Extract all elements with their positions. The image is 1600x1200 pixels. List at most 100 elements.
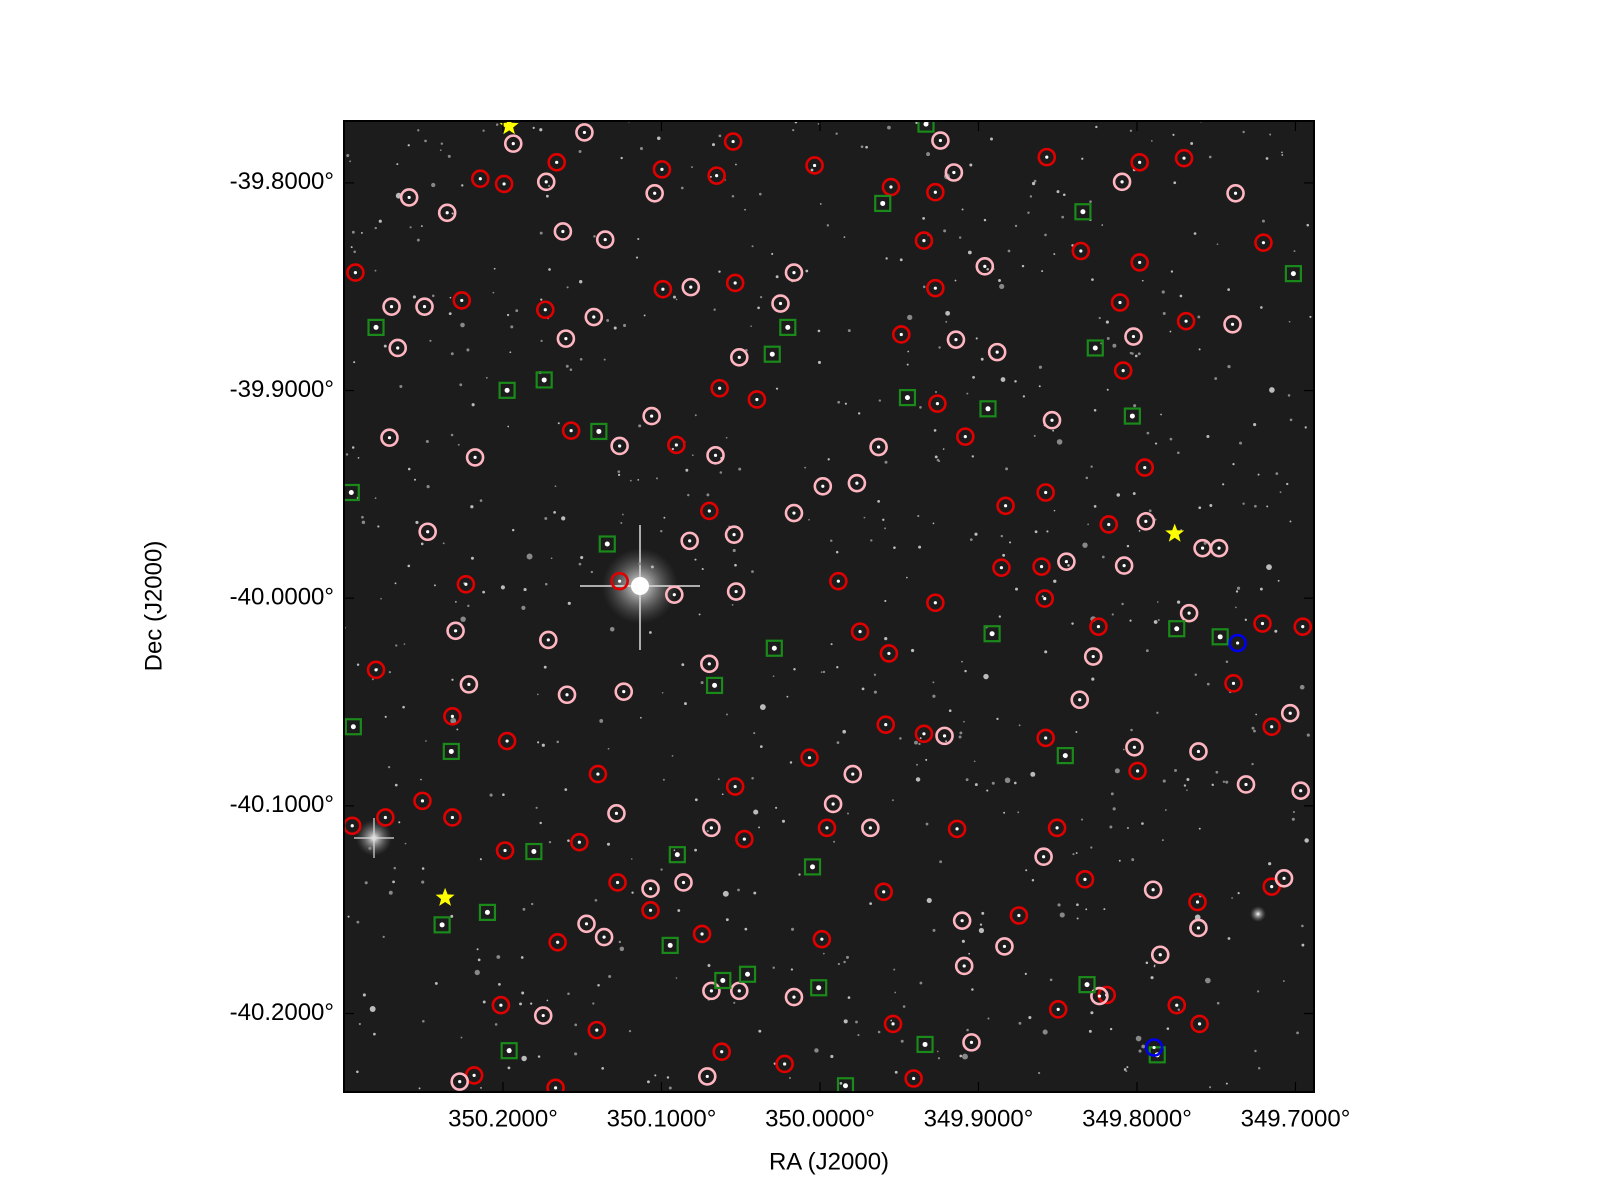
source-dot bbox=[1236, 641, 1240, 645]
field-star bbox=[917, 514, 920, 518]
field-star bbox=[1053, 579, 1057, 583]
source-dot bbox=[732, 533, 736, 537]
field-star bbox=[998, 279, 1002, 282]
field-star bbox=[1090, 846, 1093, 849]
field-star bbox=[1203, 541, 1207, 545]
field-star bbox=[1301, 943, 1305, 947]
source-dot bbox=[882, 890, 886, 894]
field-star bbox=[804, 466, 807, 469]
source-dot bbox=[933, 601, 937, 605]
source-dot bbox=[622, 690, 626, 694]
field-star bbox=[932, 694, 936, 698]
field-star bbox=[722, 890, 729, 897]
source-dot bbox=[737, 355, 741, 359]
field-star bbox=[494, 1023, 498, 1026]
field-star bbox=[1018, 1021, 1022, 1025]
source-dot bbox=[720, 977, 726, 983]
source-dot bbox=[922, 732, 926, 736]
field-star bbox=[606, 842, 611, 846]
field-star bbox=[519, 1002, 522, 1006]
field-star bbox=[1053, 253, 1056, 255]
field-star bbox=[733, 1001, 736, 1004]
source-circle bbox=[947, 819, 967, 839]
field-star bbox=[959, 731, 963, 735]
field-star bbox=[738, 467, 742, 471]
field-star bbox=[937, 1057, 941, 1060]
field-star bbox=[919, 737, 922, 740]
field-star bbox=[958, 735, 962, 739]
field-star bbox=[1225, 1082, 1228, 1085]
source-square bbox=[1168, 620, 1186, 638]
source-dot bbox=[962, 964, 966, 968]
source-circle bbox=[1136, 512, 1156, 531]
field-star bbox=[394, 582, 397, 585]
source-dot bbox=[396, 346, 400, 350]
field-star bbox=[351, 446, 355, 449]
field-star bbox=[781, 819, 786, 823]
field-star bbox=[498, 983, 501, 986]
source-circle bbox=[575, 123, 594, 142]
source-star bbox=[1165, 523, 1185, 542]
field-star bbox=[1255, 713, 1258, 716]
field-star bbox=[1146, 431, 1150, 435]
source-dot bbox=[648, 908, 653, 912]
field-star bbox=[869, 902, 873, 906]
source-circle bbox=[382, 297, 401, 316]
field-star bbox=[660, 529, 663, 533]
field-star bbox=[1101, 224, 1104, 226]
source-square bbox=[433, 916, 451, 934]
field-star bbox=[775, 806, 778, 809]
field-star bbox=[694, 558, 697, 561]
field-star bbox=[1260, 306, 1263, 309]
field-star bbox=[936, 1050, 939, 1053]
field-star bbox=[1254, 504, 1257, 508]
source-circle bbox=[495, 841, 515, 860]
field-star bbox=[358, 1022, 362, 1026]
source-dot bbox=[1050, 418, 1054, 422]
field-star bbox=[902, 1005, 906, 1008]
field-star bbox=[1161, 290, 1165, 294]
sky-image bbox=[344, 121, 1314, 1092]
field-star bbox=[772, 675, 775, 678]
source-dot bbox=[660, 167, 664, 171]
source-dot bbox=[792, 270, 796, 275]
field-star bbox=[1137, 352, 1141, 356]
field-star bbox=[631, 891, 634, 894]
field-star bbox=[999, 283, 1005, 290]
field-star bbox=[894, 991, 897, 994]
source-dot bbox=[933, 286, 937, 290]
field-star bbox=[1042, 1029, 1048, 1035]
field-star bbox=[537, 1055, 541, 1058]
field-star bbox=[998, 615, 1002, 618]
field-star bbox=[857, 412, 861, 415]
field-star bbox=[759, 745, 763, 749]
field-star bbox=[548, 268, 551, 271]
field-star bbox=[711, 143, 716, 147]
field-star bbox=[786, 695, 789, 698]
field-star bbox=[1118, 859, 1121, 862]
source-circle bbox=[388, 338, 408, 358]
field-star bbox=[1116, 493, 1120, 497]
source-dot bbox=[603, 237, 607, 242]
source-circle bbox=[497, 731, 517, 751]
field-star bbox=[357, 457, 360, 459]
field-star bbox=[882, 518, 885, 521]
source-square bbox=[1086, 339, 1104, 357]
field-star bbox=[450, 717, 457, 724]
source-circle bbox=[729, 348, 749, 367]
source-dot bbox=[350, 824, 354, 828]
field-star bbox=[932, 681, 935, 684]
field-star bbox=[374, 226, 377, 230]
field-star bbox=[1100, 342, 1103, 345]
source-dot bbox=[737, 989, 741, 993]
field-star bbox=[1091, 278, 1094, 281]
source-circle bbox=[926, 182, 945, 202]
field-star bbox=[789, 761, 793, 764]
field-star bbox=[1112, 807, 1116, 811]
field-star bbox=[1067, 564, 1070, 567]
source-dot bbox=[709, 989, 713, 993]
field-star bbox=[515, 309, 519, 313]
source-circle bbox=[1071, 241, 1091, 261]
source-dot bbox=[709, 826, 713, 830]
field-star bbox=[1208, 155, 1212, 159]
